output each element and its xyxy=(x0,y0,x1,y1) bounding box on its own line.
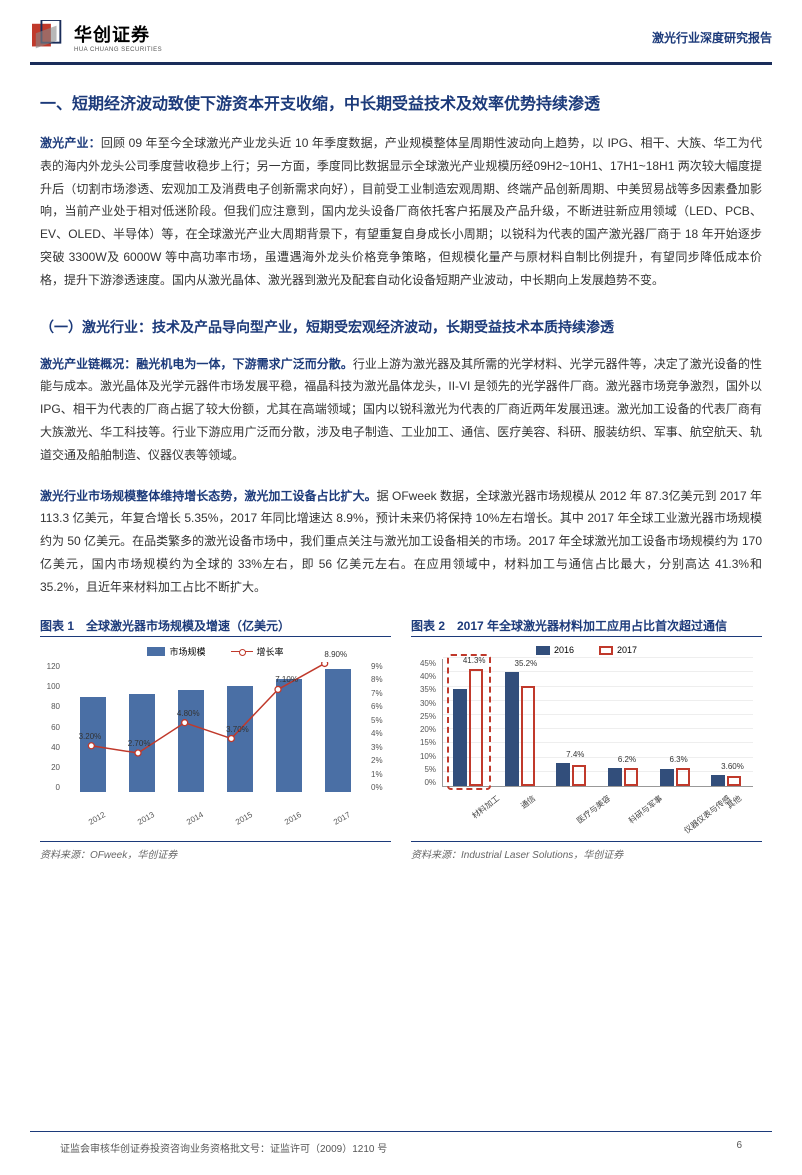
page-number: 6 xyxy=(736,1140,742,1155)
logo-icon xyxy=(30,20,68,54)
chart1-source: 资料来源：OFweek，华创证券 xyxy=(40,841,391,861)
logo-text-cn: 华创证券 xyxy=(74,21,162,47)
paragraph-3: 激光行业市场规模整体维持增长态势，激光加工设备占比扩大。据 OFweek 数据，… xyxy=(40,485,762,599)
section-heading-1: 一、短期经济波动致使下游资本开支收缩，中长期受益技术及效率优势持续渗透 xyxy=(40,90,762,114)
chart2: 2016 2017 45%40%35%30%25%20%15%10%5%0% 4… xyxy=(411,645,762,835)
page-footer: 证监会审核华创证券投资咨询业务资格批文号：证监许可（2009）1210 号 6 xyxy=(30,1131,772,1175)
paragraph-1: 激光产业：回顾 09 年至今全球激光产业龙头近 10 年季度数据，产业规模整体呈… xyxy=(40,132,762,292)
chart2-title: 图表 2 2017 年全球激光器材料加工应用占比首次超过通信 xyxy=(411,617,762,634)
footer-approval: 证监会审核华创证券投资咨询业务资格批文号：证监许可（2009）1210 号 xyxy=(60,1140,387,1155)
logo-text-en: HUA CHUANG SECURITIES xyxy=(74,47,162,53)
chart2-source: 资料来源：Industrial Laser Solutions，华创证券 xyxy=(411,841,762,861)
report-title: 激光行业深度研究报告 xyxy=(652,29,772,46)
chart1-title: 图表 1 全球激光器市场规模及增速（亿美元） xyxy=(40,617,391,634)
page-header: 华创证券 HUA CHUANG SECURITIES 激光行业深度研究报告 xyxy=(0,0,802,62)
logo: 华创证券 HUA CHUANG SECURITIES xyxy=(30,20,162,54)
section-heading-2: （一）激光行业：技术及产品导向型产业，短期受宏观经济波动，长期受益技术本质持续渗… xyxy=(40,317,762,337)
chart1: 市场规模 增长率 120100806040200 9%8%7%6%5%4%3%2… xyxy=(40,645,391,835)
paragraph-2: 激光产业链概况：融光机电为一体，下游需求广泛而分散。行业上游为激光器及其所需的光… xyxy=(40,353,762,467)
